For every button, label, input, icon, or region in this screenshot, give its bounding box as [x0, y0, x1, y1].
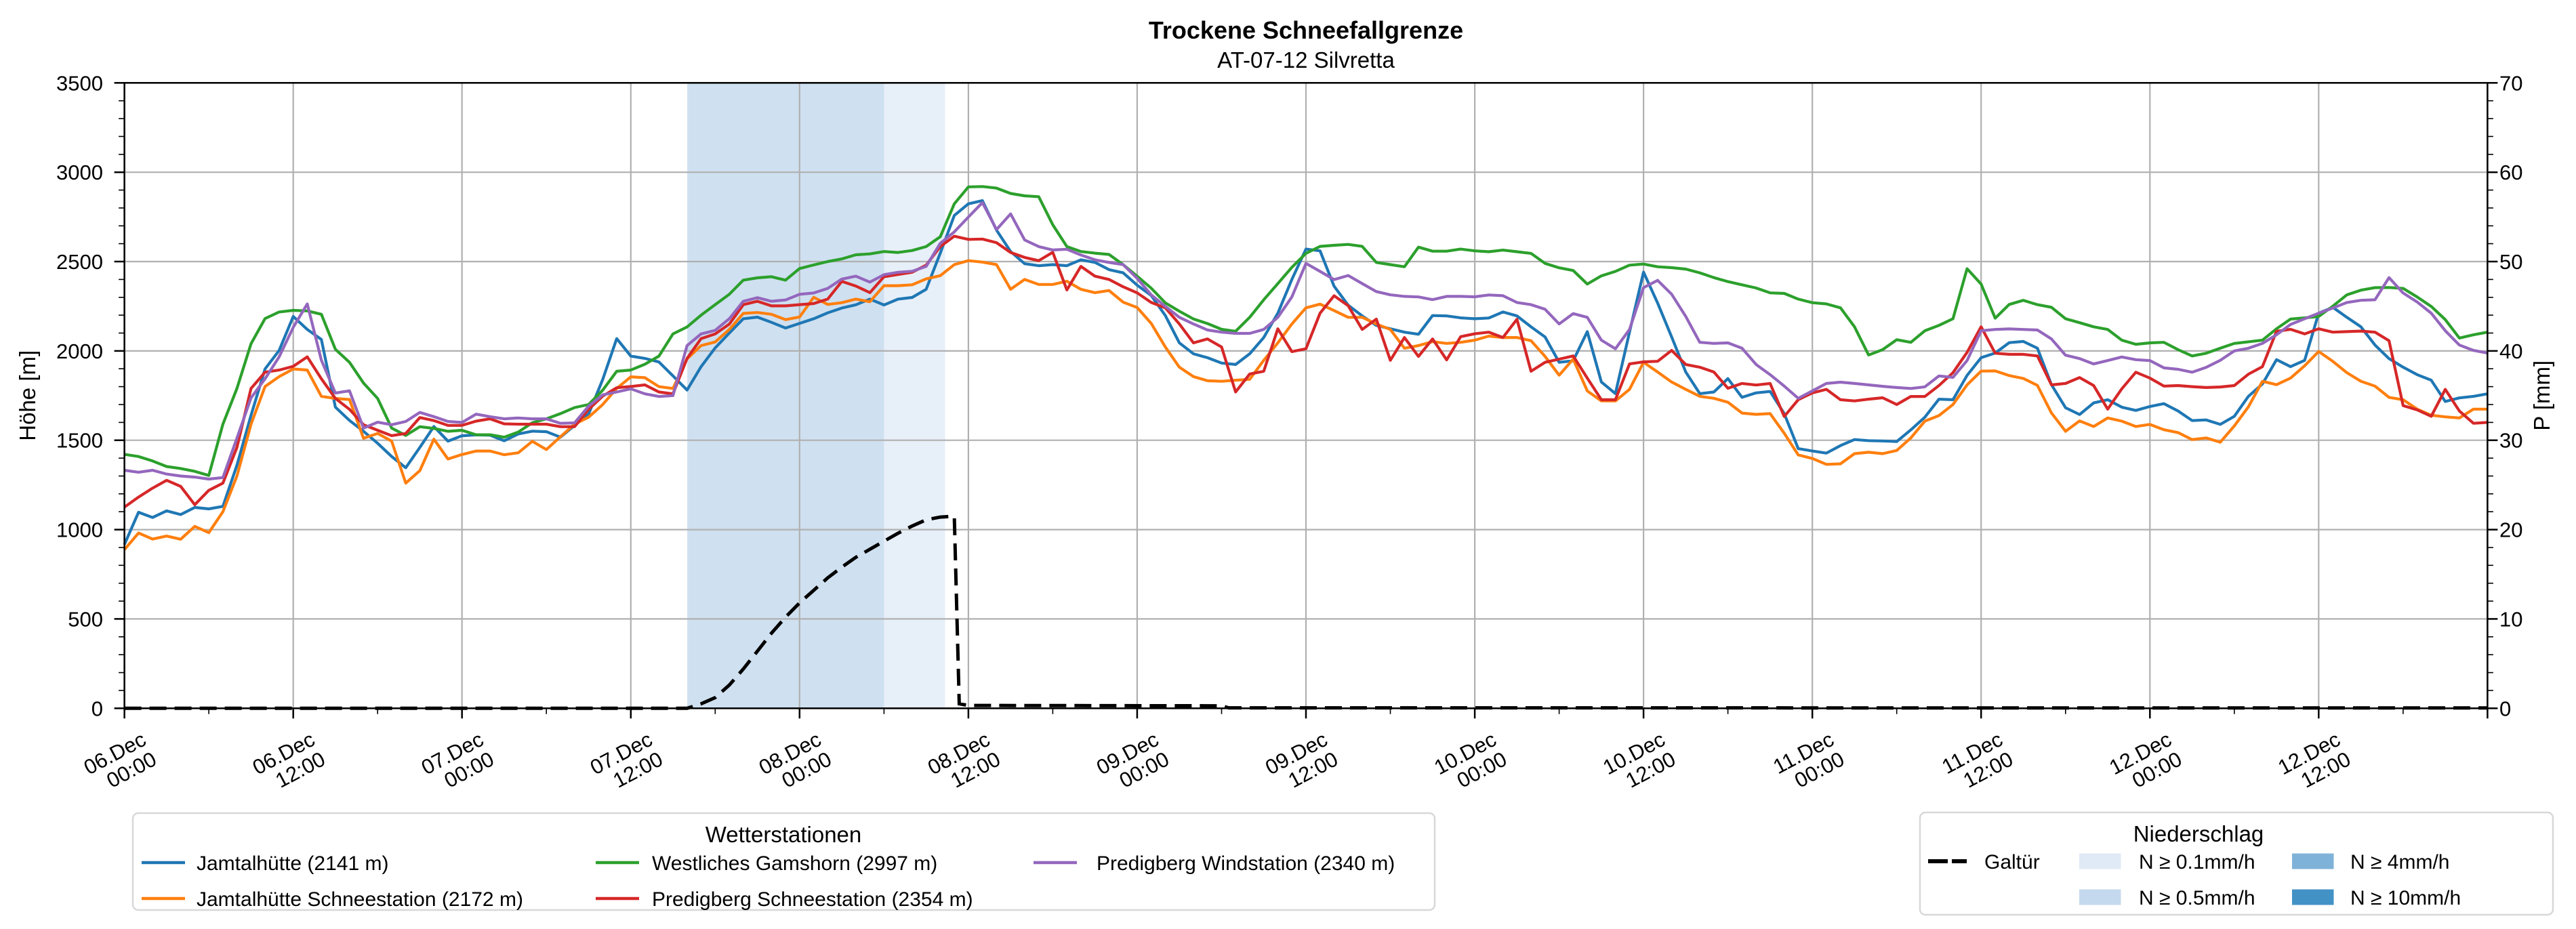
svg-text:1000: 1000 [56, 518, 103, 542]
svg-text:50: 50 [2499, 250, 2522, 274]
svg-text:N ≥ 0.5mm/h: N ≥ 0.5mm/h [2139, 887, 2255, 909]
svg-text:Galtür: Galtür [1984, 851, 2040, 873]
svg-text:Wetterstationen: Wetterstationen [706, 822, 862, 847]
svg-text:20: 20 [2499, 518, 2522, 542]
svg-text:Jamtalhütte Schneestation (217: Jamtalhütte Schneestation (2172 m) [197, 888, 523, 911]
svg-text:0: 0 [91, 697, 103, 720]
svg-text:2500: 2500 [56, 250, 103, 274]
svg-text:500: 500 [68, 607, 103, 631]
svg-text:1500: 1500 [56, 429, 103, 453]
svg-text:0: 0 [2499, 697, 2511, 720]
svg-text:Predigberg Schneestation (2354: Predigberg Schneestation (2354 m) [652, 888, 973, 911]
svg-text:10: 10 [2499, 607, 2522, 631]
svg-text:3000: 3000 [56, 161, 103, 184]
svg-text:Höhe [m]: Höhe [m] [15, 350, 40, 441]
svg-text:N ≥ 10mm/h: N ≥ 10mm/h [2350, 887, 2461, 909]
svg-text:N ≥ 0.1mm/h: N ≥ 0.1mm/h [2139, 851, 2255, 873]
svg-text:Niederschlag: Niederschlag [2133, 821, 2264, 846]
svg-text:70: 70 [2499, 71, 2522, 95]
svg-text:Trockene Schneefallgrenze: Trockene Schneefallgrenze [1149, 16, 1463, 44]
svg-text:P [mm]: P [mm] [2529, 360, 2554, 431]
svg-text:40: 40 [2499, 339, 2522, 363]
svg-text:60: 60 [2499, 161, 2522, 184]
svg-text:Jamtalhütte (2141 m): Jamtalhütte (2141 m) [197, 852, 388, 875]
svg-text:AT-07-12 Silvretta: AT-07-12 Silvretta [1217, 47, 1395, 73]
svg-text:2000: 2000 [56, 339, 103, 363]
svg-text:3500: 3500 [56, 71, 103, 95]
svg-text:Westliches Gamshorn (2997 m): Westliches Gamshorn (2997 m) [652, 852, 937, 875]
svg-text:Predigberg Windstation (2340 m: Predigberg Windstation (2340 m) [1097, 852, 1395, 875]
svg-text:N ≥ 4mm/h: N ≥ 4mm/h [2350, 851, 2449, 873]
svg-text:30: 30 [2499, 429, 2522, 453]
